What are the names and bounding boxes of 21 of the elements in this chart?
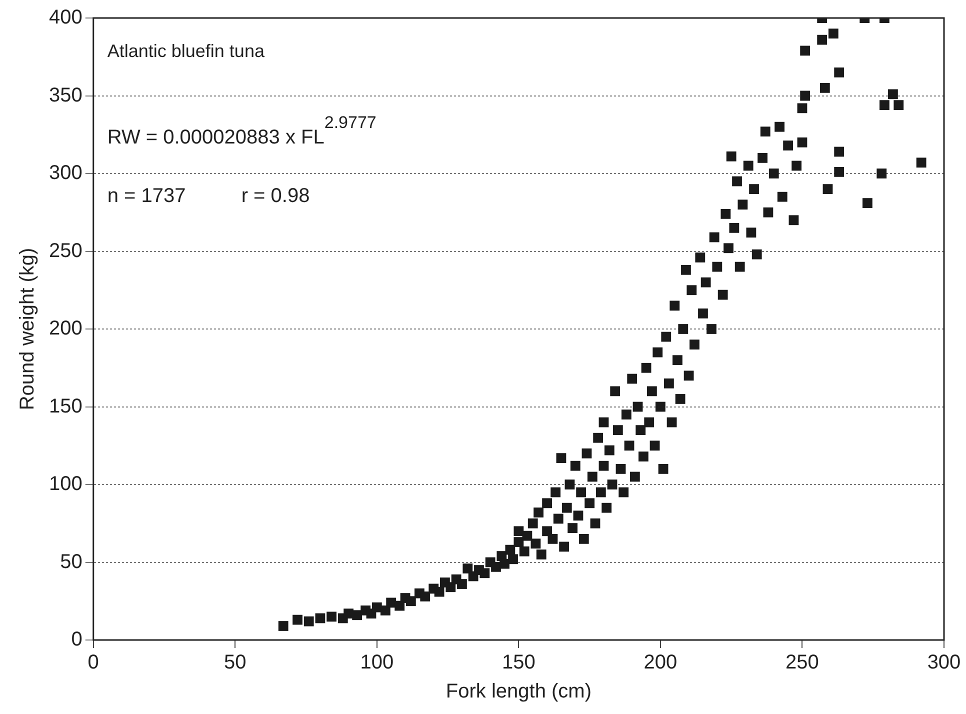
y-tick-label: 100 <box>48 473 82 496</box>
y-tick-label: 400 <box>48 6 82 29</box>
x-tick-label: 0 <box>88 652 99 674</box>
annotation: RW = 0.000020883 x FL$^{2.9777}$ <box>107 113 376 148</box>
x-tick-label: 200 <box>644 652 678 674</box>
x-tick-label: 100 <box>360 652 394 674</box>
x-tick-label: 150 <box>502 652 536 674</box>
x-tick-label: 250 <box>786 652 819 674</box>
y-tick-label: 250 <box>48 240 82 262</box>
x-tick-label: 50 <box>224 652 246 674</box>
x-tick-label: 300 <box>927 652 961 674</box>
y-tick-label: 50 <box>60 550 82 573</box>
y-axis-title: Round weight (kg) <box>16 248 39 410</box>
y-tick-label: 350 <box>48 84 82 106</box>
y-tick-label: 200 <box>48 318 82 340</box>
y-tick-label: 300 <box>48 162 82 184</box>
annotation: Atlantic bluefin tuna <box>107 41 264 61</box>
x-axis-title: Fork length (cm) <box>446 680 592 703</box>
annotation: n = 1737 r = 0.98 <box>107 185 310 207</box>
y-tick-label: 150 <box>48 395 82 418</box>
y-tick-label: 0 <box>71 628 82 651</box>
